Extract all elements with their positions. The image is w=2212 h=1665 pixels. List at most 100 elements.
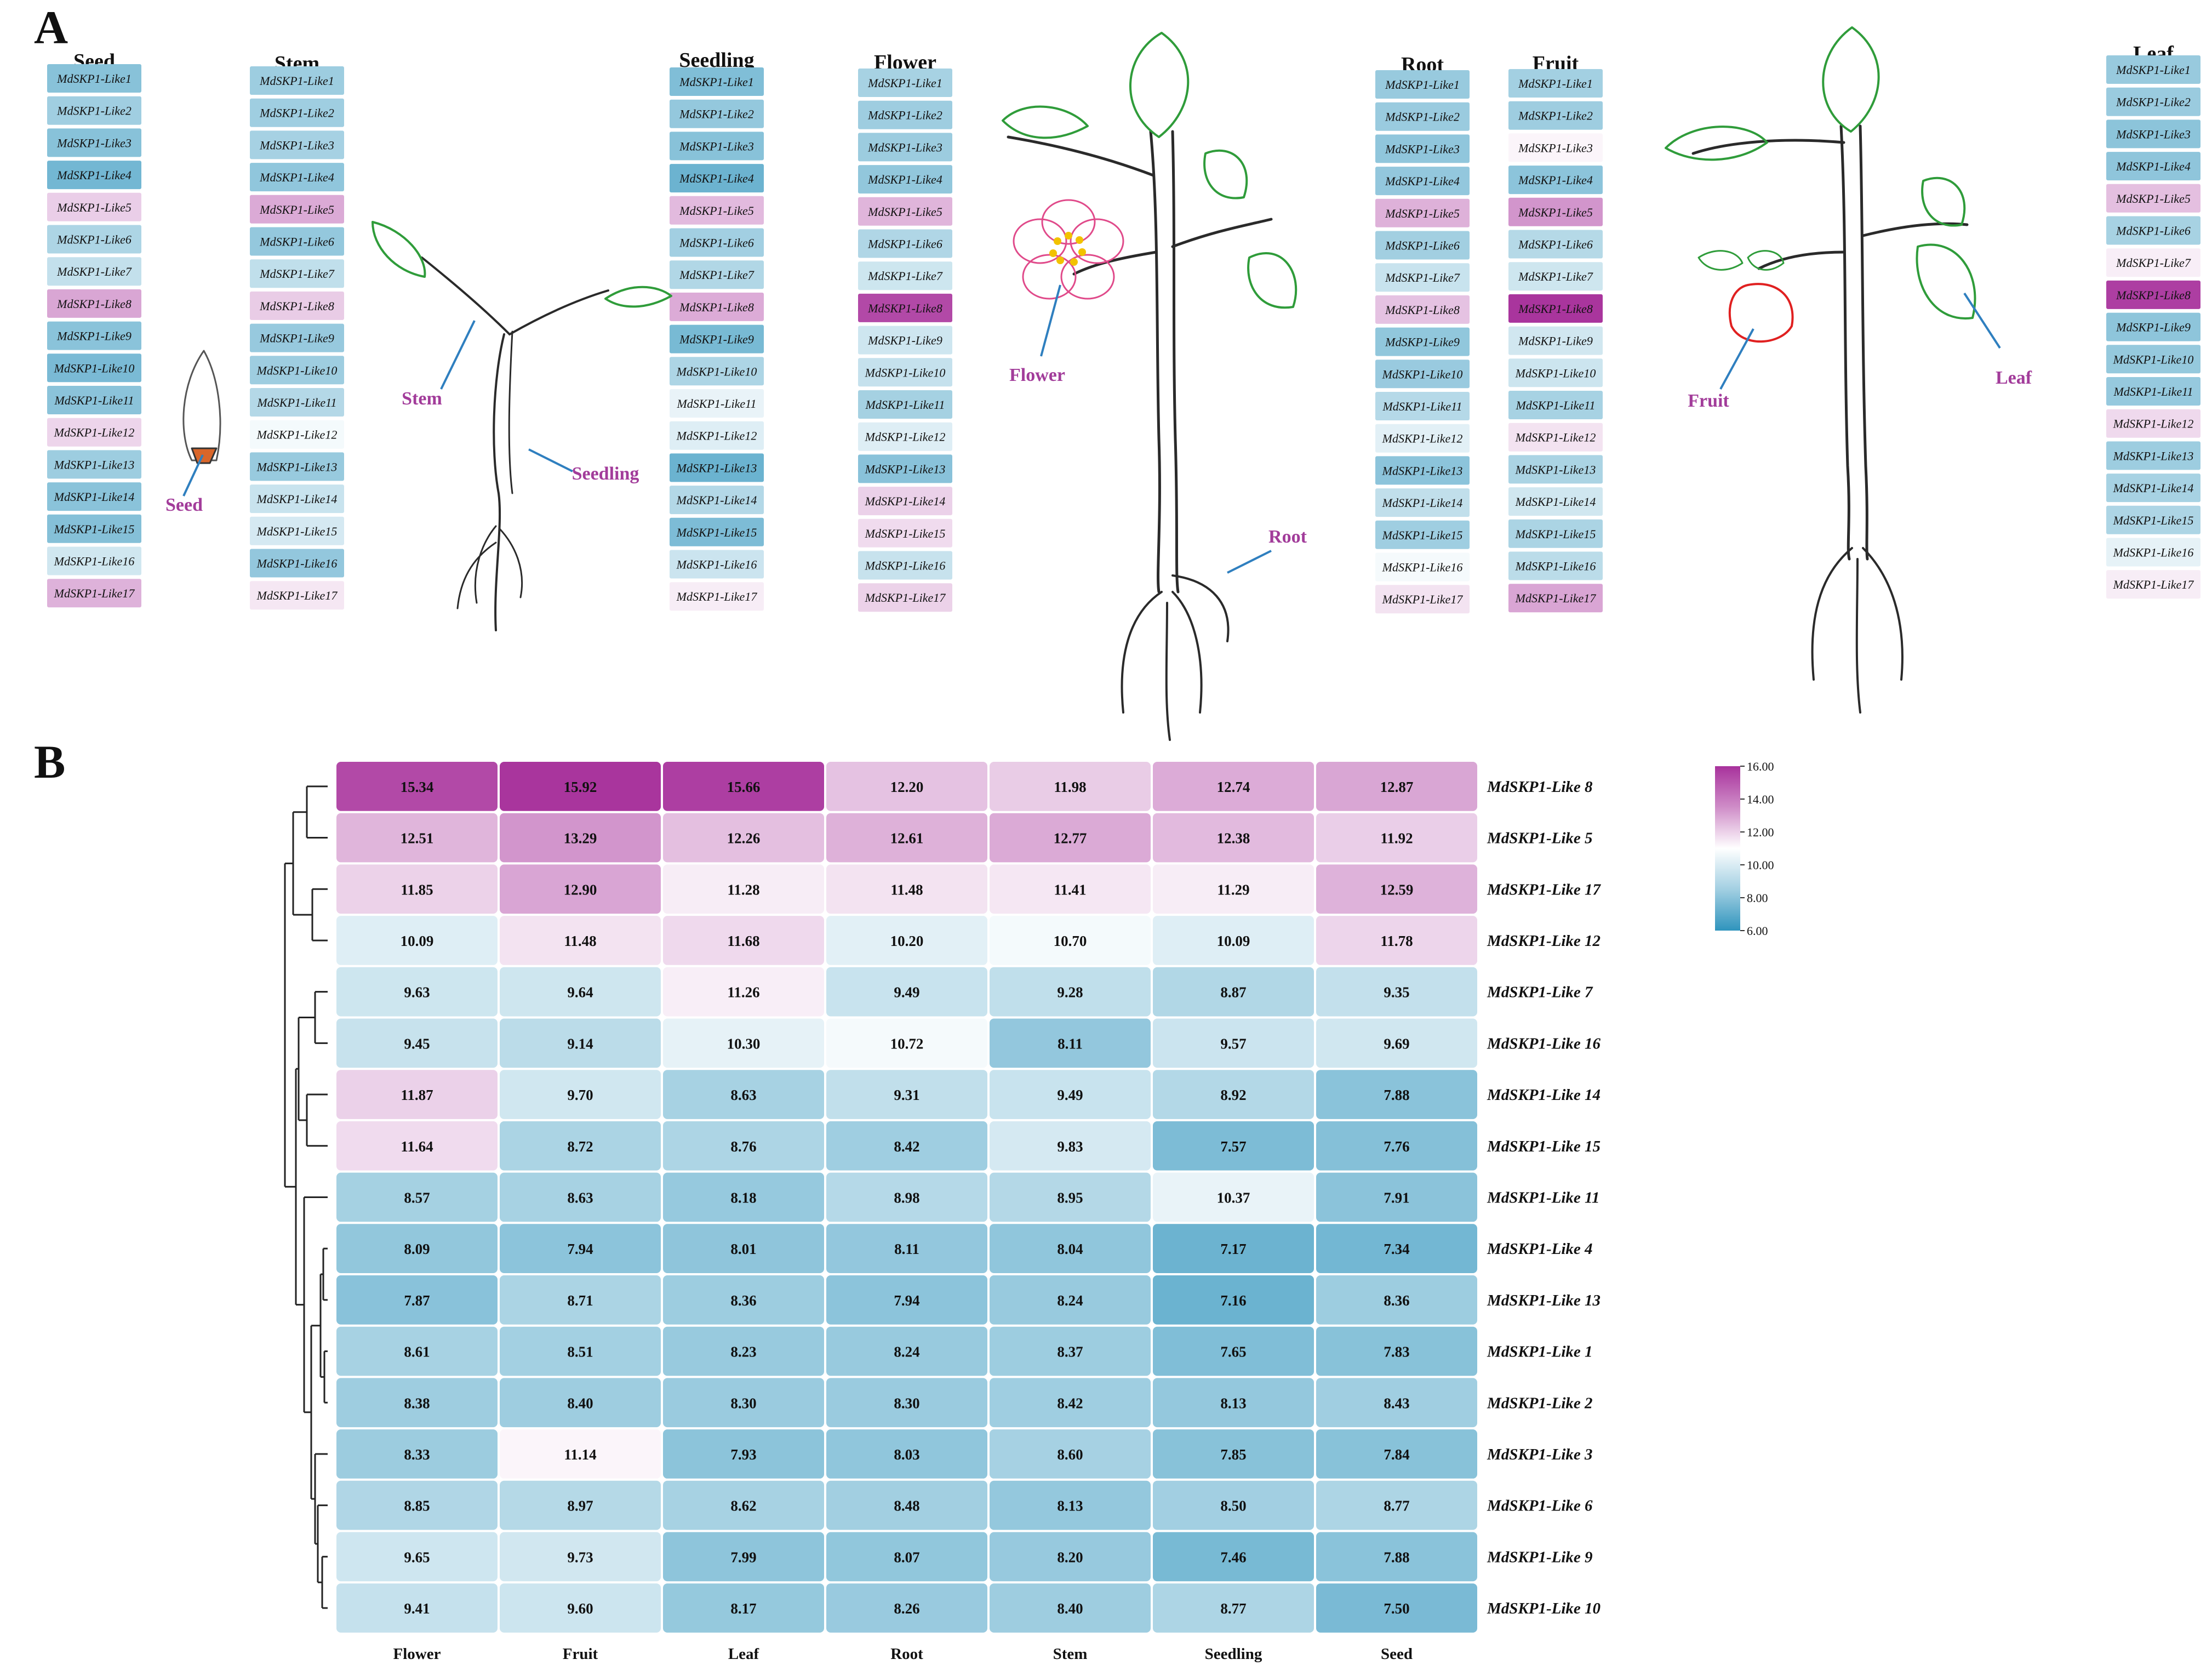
gene-cell-root xyxy=(1375,552,1470,581)
gene-cell-flower xyxy=(858,197,952,226)
heatmap-value-label: 8.30 xyxy=(894,1395,919,1411)
heatmap-value-label: 8.97 xyxy=(567,1498,593,1514)
heatmap-cell-mdskp1-like-13-seed xyxy=(1316,1275,1477,1325)
row-label: MdSKP1-Like 10 xyxy=(1487,1600,1601,1617)
heatmap-value-label: 9.73 xyxy=(567,1549,593,1565)
gene-cell-stem xyxy=(250,388,344,417)
gene-label: MdSKP1-Like15 xyxy=(1515,527,1596,541)
heatmap-value-label: 9.83 xyxy=(1057,1138,1083,1155)
heatmap-value-label: 10.09 xyxy=(1217,933,1250,949)
heatmap-cell-mdskp1-like-5-root xyxy=(826,813,987,863)
fruit-small-leaf-2 xyxy=(1747,250,1785,271)
gene-cell-seed xyxy=(47,514,141,543)
heatmap-value-label: 7.84 xyxy=(1384,1446,1409,1463)
gene-label: MdSKP1-Like4 xyxy=(679,172,754,185)
heatmap-cell-mdskp1-like-13-leaf xyxy=(663,1275,824,1325)
heatmap-cell-mdskp1-like-6-root xyxy=(826,1480,987,1530)
heatmap-value-label: 8.36 xyxy=(730,1292,756,1309)
gene-cell-seed xyxy=(47,546,141,575)
root-drawing-2 xyxy=(1171,591,1203,714)
gene-label: MdSKP1-Like6 xyxy=(1385,239,1460,253)
row-label: MdSKP1-Like 2 xyxy=(1487,1394,1593,1412)
heatmap-cell-mdskp1-like-12-leaf xyxy=(663,916,824,965)
heatmap-value-label: 8.37 xyxy=(1057,1344,1083,1360)
heatmap-cell-mdskp1-like-6-seedling xyxy=(1153,1480,1314,1530)
gene-cell-stem xyxy=(250,98,344,127)
heatmap-value-label: 8.18 xyxy=(730,1189,756,1206)
heatmap-cell-mdskp1-like-8-stem xyxy=(990,762,1151,811)
heatmap-value-label: 12.77 xyxy=(1054,830,1087,847)
root-pointer-line xyxy=(1227,550,1272,574)
column-label-root: Root xyxy=(890,1645,923,1662)
column-label-leaf: Leaf xyxy=(728,1645,759,1662)
gene-label: MdSKP1-Like17 xyxy=(256,589,338,602)
flower-petal xyxy=(1022,254,1077,300)
heatmap-value-label: 9.57 xyxy=(1220,1035,1246,1052)
seed-coat-outline xyxy=(182,350,221,461)
gene-cell-flower xyxy=(858,583,952,612)
gene-cell-seed xyxy=(47,225,141,254)
gene-cell-seedling xyxy=(670,453,764,482)
heatmap-cell-mdskp1-like-12-root xyxy=(826,916,987,965)
illustration-label-flower: Flower xyxy=(1009,365,1065,385)
heatmap-value-label: 8.11 xyxy=(894,1241,919,1257)
heatmap-value-label: 12.90 xyxy=(564,881,597,898)
colorbar-tick-label: 12.00 xyxy=(1747,825,1774,839)
heatmap-value-label: 8.60 xyxy=(1057,1446,1083,1463)
gene-label: MdSKP1-Like11 xyxy=(1515,398,1595,412)
heatmap-value-label: 8.30 xyxy=(730,1395,756,1411)
gene-cell-leaf xyxy=(2106,441,2200,470)
gene-label: MdSKP1-Like5 xyxy=(1385,207,1460,220)
gene-cell-leaf xyxy=(2106,377,2200,406)
gene-cell-flower xyxy=(858,551,952,580)
gene-cell-leaf xyxy=(2106,345,2200,374)
gene-label: MdSKP1-Like14 xyxy=(2113,481,2194,495)
flower-petal xyxy=(1070,218,1124,264)
flower-stamen xyxy=(1078,248,1086,256)
heatmap-cell-mdskp1-like-14-seedling xyxy=(1153,1070,1314,1119)
heatmap-value-label: 8.09 xyxy=(404,1241,430,1257)
heatmap-cell-mdskp1-like-16-leaf xyxy=(663,1018,824,1068)
fruit-plant-trunk-2 xyxy=(1859,124,1869,561)
heatmap-cell-mdskp1-like-7-root xyxy=(826,967,987,1017)
heatmap-value-label: 7.94 xyxy=(894,1292,919,1309)
gene-label: MdSKP1-Like7 xyxy=(2116,256,2191,270)
panel-a-label: A xyxy=(34,1,68,54)
heatmap-value-label: 7.76 xyxy=(1384,1138,1409,1155)
heatmap-value-label: 8.13 xyxy=(1057,1498,1083,1514)
heatmap-cell-mdskp1-like-6-stem xyxy=(990,1480,1151,1530)
heatmap-cell-mdskp1-like-4-seed xyxy=(1316,1224,1477,1273)
heatmap-value-label: 7.83 xyxy=(1384,1344,1409,1360)
heatmap-cell-mdskp1-like-14-leaf xyxy=(663,1070,824,1119)
heatmap-cell-mdskp1-like-2-root xyxy=(826,1378,987,1428)
gene-label: MdSKP1-Like1 xyxy=(56,72,132,85)
gene-cell-flower xyxy=(858,133,952,162)
gene-label: MdSKP1-Like13 xyxy=(865,462,946,476)
gene-label: MdSKP1-Like15 xyxy=(2113,514,2194,527)
heatmap-cell-mdskp1-like-5-fruit xyxy=(500,813,661,863)
gene-label: MdSKP1-Like14 xyxy=(1515,495,1596,509)
gene-label: MdSKP1-Like9 xyxy=(56,329,132,343)
heatmap-cell-mdskp1-like-15-seed xyxy=(1316,1121,1477,1171)
heatmap-cell-mdskp1-like-3-root xyxy=(826,1429,987,1479)
heatmap-cell-mdskp1-like-5-flower xyxy=(336,813,498,863)
heatmap-value-label: 7.94 xyxy=(567,1241,593,1257)
gene-cell-leaf xyxy=(2106,409,2200,438)
heatmap-value-label: 12.38 xyxy=(1217,830,1250,847)
seedling-stem-drawing xyxy=(493,333,505,631)
gene-cell-fruit xyxy=(1508,262,1603,291)
root-drawing-3 xyxy=(1165,602,1171,741)
gene-label: MdSKP1-Like12 xyxy=(54,426,135,440)
heatmap-value-label: 7.85 xyxy=(1220,1446,1246,1463)
heatmap-value-label: 7.17 xyxy=(1220,1241,1246,1257)
gene-cell-stem xyxy=(250,323,344,352)
gene-label: MdSKP1-Like5 xyxy=(867,205,942,219)
gene-cell-root xyxy=(1375,488,1470,517)
heatmap-cell-mdskp1-like-12-stem xyxy=(990,916,1151,965)
gene-cell-leaf xyxy=(2106,570,2200,599)
row-label: MdSKP1-Like 4 xyxy=(1487,1240,1593,1258)
heatmap-cell-mdskp1-like-2-stem xyxy=(990,1378,1151,1428)
heatmap-value-label: 15.34 xyxy=(401,779,434,795)
seedling-left-leaf xyxy=(371,221,426,278)
panel-a: A Seed MdSKP1-Like1 MdSKP1-Like2 MdSKP1-Lik… xyxy=(0,0,2212,751)
